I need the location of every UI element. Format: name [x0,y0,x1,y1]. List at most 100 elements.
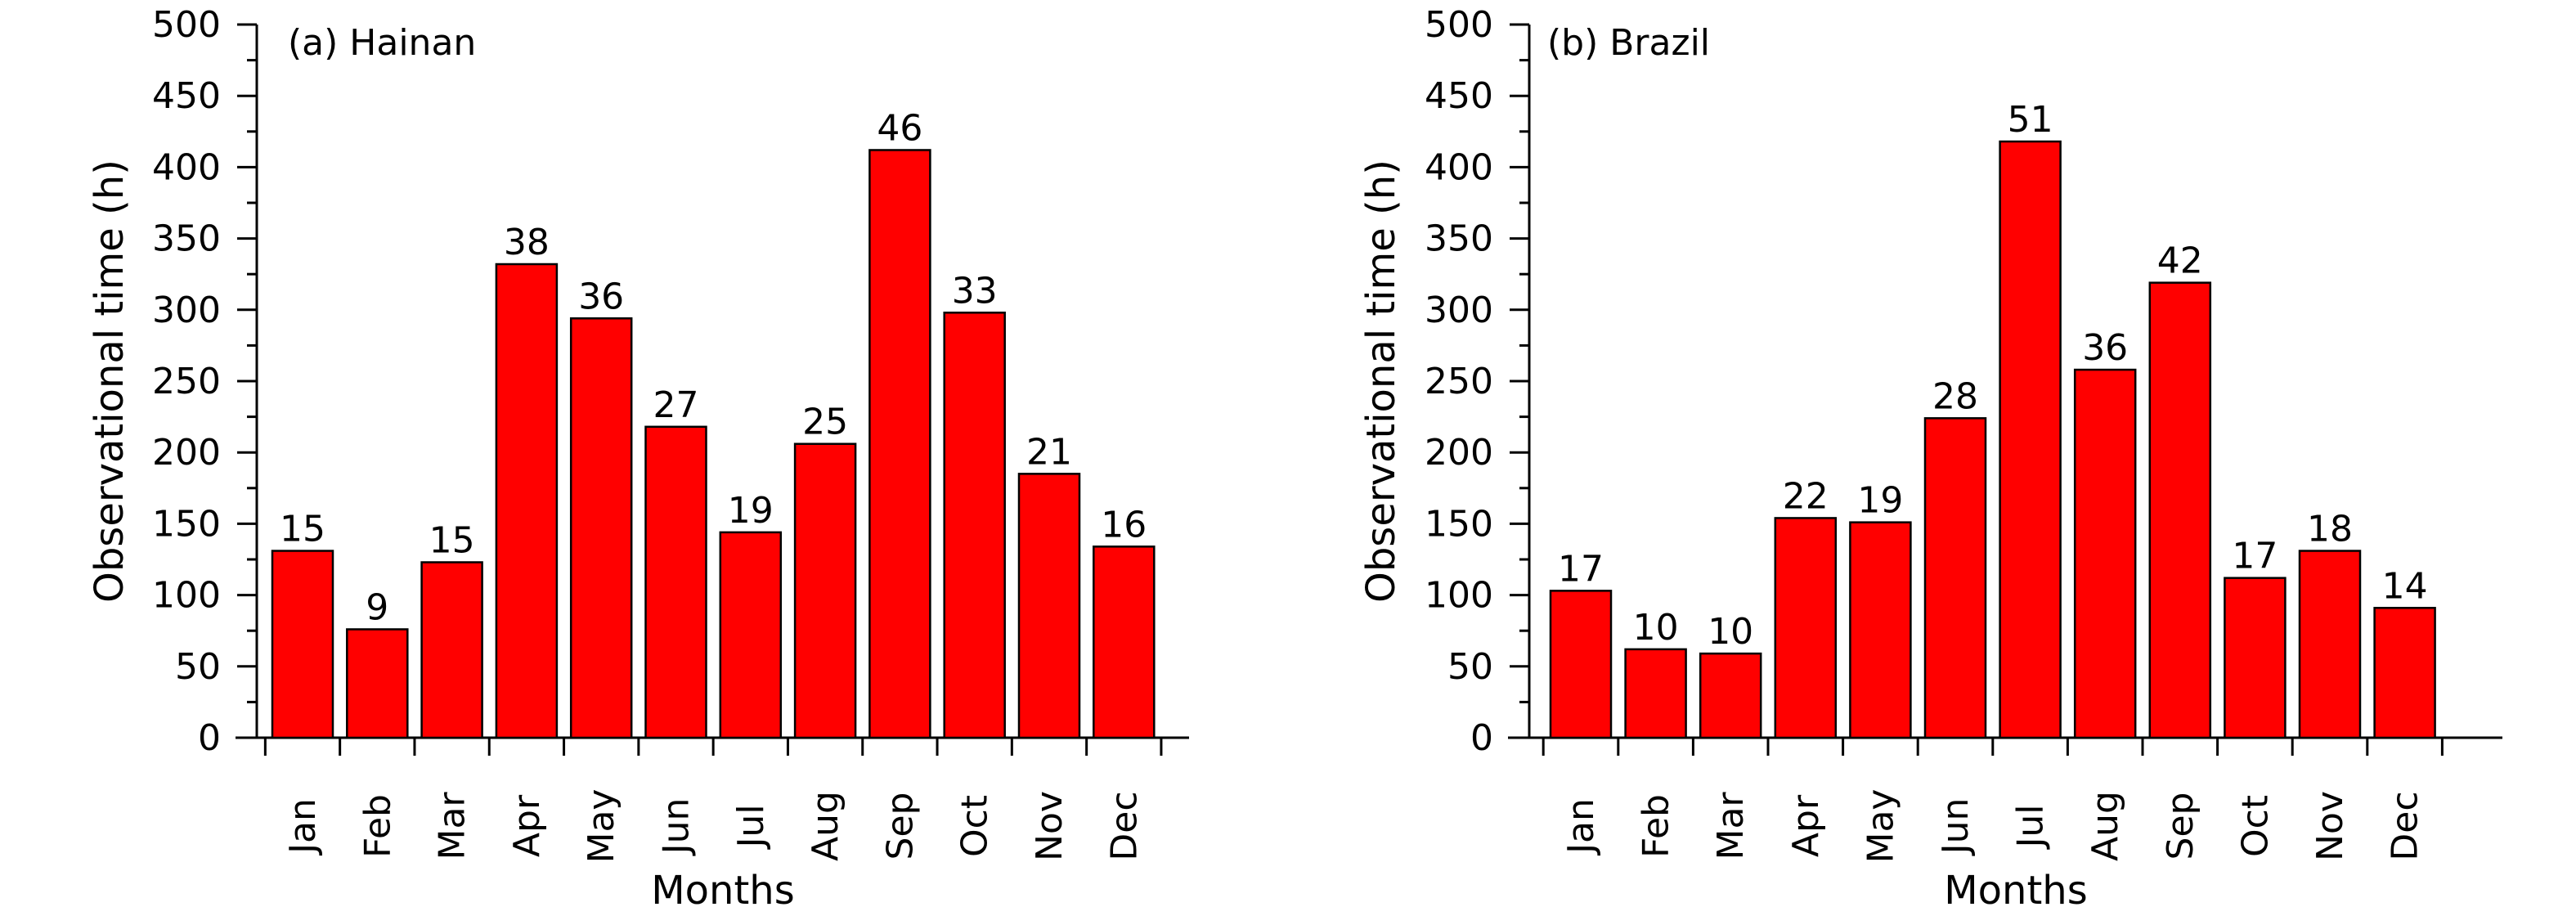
y-tick-label: 450 [1425,75,1493,117]
y-tick-label: 0 [1470,717,1493,759]
y-axis-title: Observational time (h) [87,159,132,603]
bar-feb [346,628,409,739]
y-tick-label: 200 [1425,432,1493,474]
bar-jul [719,531,783,739]
data-label: 10 [1708,611,1753,653]
bar-aug [793,442,857,739]
x-tick-label: Sep [2160,793,2201,860]
x-tick-label: May [581,789,622,864]
data-label: 19 [1857,480,1903,522]
y-tick-label: 250 [1425,361,1493,402]
data-label: 38 [504,222,550,263]
bar-jun [1923,417,1987,739]
x-tick-label: Nov [2309,791,2351,861]
y-tick-label: 350 [152,218,221,260]
x-tick-label: Jan [282,798,324,856]
chart-panel-2: 0 50 100 150 200 250 300 350 400 450 500 17 Jan 10 Feb… [1358,4,2502,914]
x-tick-label: Oct [954,795,996,857]
x-tick-label: Apr [1785,794,1827,857]
y-tick-label: 100 [1425,575,1493,617]
x-tick-label: Jul [730,804,772,850]
y-tick-label: 50 [1447,646,1493,688]
data-label: 22 [1783,475,1829,517]
data-label: 25 [802,402,848,443]
bar-may [1849,521,1912,739]
bar-may [569,317,633,739]
data-label: 28 [1932,375,1978,417]
data-label: 36 [578,276,624,317]
data-label: 18 [2307,509,2353,550]
y-tick-label: 350 [1425,218,1493,260]
data-label: 33 [952,270,998,312]
data-label: 17 [2232,536,2278,577]
y-tick-label: 400 [1425,146,1493,188]
bar-jul [1999,140,2062,739]
bar-apr [495,263,559,739]
x-tick-label: Jul [2010,804,2052,850]
data-label: 15 [429,519,475,561]
bar-jun [644,425,707,739]
x-tick-label: Mar [1710,792,1752,860]
y-tick-label: 200 [152,432,221,474]
x-tick-label: Nov [1029,791,1070,861]
data-label: 19 [728,490,774,532]
data-label: 14 [2382,565,2428,607]
x-tick-label: Sep [879,793,921,860]
x-tick-label: Jan [1560,798,1602,856]
bar-nov [1017,473,1081,739]
data-label: 51 [2008,99,2053,141]
bar-dec [1093,546,1156,739]
data-label: 36 [2082,327,2128,369]
x-tick-label: Apr [506,794,548,857]
bar-apr [1774,517,1838,739]
data-label: 42 [2157,240,2203,282]
data-label: 17 [1558,548,1604,590]
bar-aug [2073,368,2137,739]
data-label: 10 [1633,607,1679,649]
y-axis-title: Observational time (h) [1358,159,1404,603]
y-tick-label: 300 [152,290,221,331]
bar-sep [2148,281,2212,739]
bar-oct [943,312,1006,739]
bar-dec [2373,607,2436,739]
bar-jan [271,550,334,739]
x-tick-label: Feb [357,794,398,858]
panel-title: (a) Hainan [288,22,476,64]
bar-sep [868,149,931,739]
x-tick-label: Oct [2234,795,2276,857]
data-label: 21 [1026,431,1072,473]
bar-oct [2224,577,2287,739]
x-tick-label: Jun [1935,798,1977,857]
y-tick-label: 500 [1425,4,1493,46]
panel-title: (b) Brazil [1547,22,1710,64]
x-tick-label: May [1860,789,1901,864]
y-tick-label: 250 [152,361,221,402]
y-tick-label: 300 [1425,290,1493,331]
y-tick-label: 0 [198,717,221,759]
chart-panel-1: 0 50 100 150 200 250 300 350 400 450 500 15 Jan 9 Feb 1… [87,4,1189,914]
bar-feb [1624,648,1687,739]
data-label: 15 [280,509,325,550]
data-label: 27 [653,384,699,426]
bar-mar [1699,652,1762,739]
x-tick-label: Dec [1103,791,1145,860]
data-label: 9 [366,586,388,628]
x-axis-title: Months [651,868,794,914]
y-tick-label: 150 [152,503,221,545]
bar-mar [420,561,483,739]
data-label: 16 [1101,504,1147,546]
x-tick-label: Feb [1636,794,1677,858]
x-tick-label: Aug [805,791,846,861]
bar-nov [2298,550,2362,739]
y-tick-label: 100 [152,575,221,617]
y-tick-label: 500 [152,4,221,46]
x-tick-label: Dec [2385,791,2426,860]
y-tick-label: 450 [152,75,221,117]
x-axis-title: Months [1944,868,2087,914]
y-tick-label: 150 [1425,503,1493,545]
data-label: 46 [877,107,922,149]
bar-jan [1549,590,1613,739]
y-tick-label: 400 [152,146,221,188]
x-tick-label: Jun [656,798,698,857]
x-tick-label: Aug [2085,791,2126,861]
